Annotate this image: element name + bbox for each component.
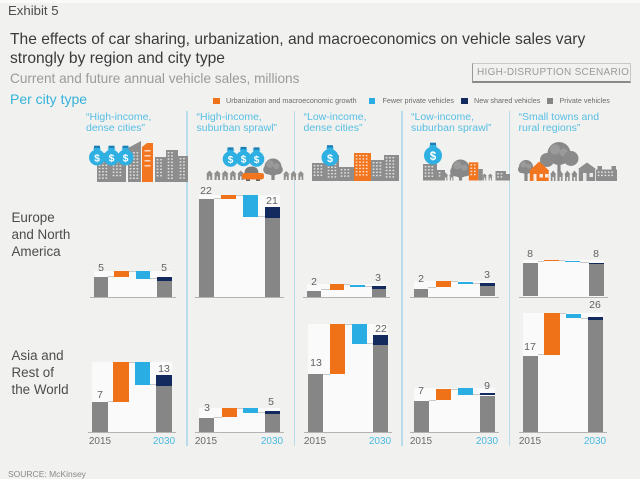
svg-text:$: $ (94, 153, 100, 165)
svg-text:$: $ (228, 155, 234, 166)
svg-text:$: $ (254, 155, 260, 166)
svg-text:$: $ (430, 151, 437, 163)
svg-text:$: $ (327, 153, 333, 165)
svg-text:$: $ (123, 153, 129, 165)
svg-text:$: $ (109, 153, 115, 165)
svg-text:$: $ (241, 154, 247, 165)
